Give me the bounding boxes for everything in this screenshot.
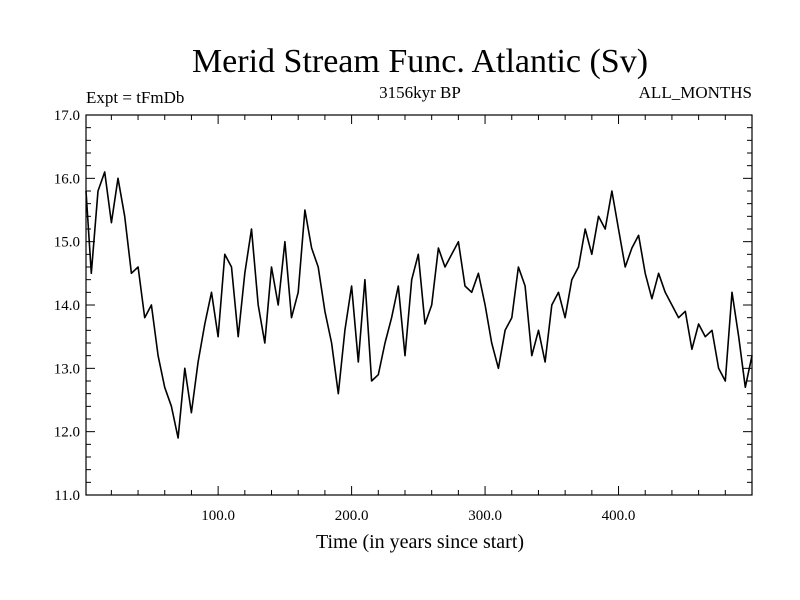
x-tick-label: 400.0	[602, 508, 636, 524]
y-tick-label: 15.0	[54, 235, 80, 251]
plot-area: 100.0 200.0 300.0 400.0 11.0 12.0 13.0 14.0 15.0…	[54, 108, 753, 524]
plot-frame	[85, 114, 753, 496]
x-tick-label: 200.0	[335, 508, 369, 524]
subtitle-center: 3156kyr BP	[379, 83, 461, 102]
y-tick-label: 12.0	[54, 425, 80, 441]
y-tick-label: 13.0	[54, 361, 80, 377]
subtitle-left: Expt = tFmDb	[86, 88, 184, 107]
y-tick-label: 16.0	[54, 171, 80, 187]
x-tick-label: 300.0	[468, 508, 502, 524]
y-tick-label: 14.0	[54, 298, 80, 314]
series-line	[85, 171, 753, 439]
x-axis-label: Time (in years since start)	[316, 531, 524, 553]
chart-title: Merid Stream Func. Atlantic (Sv)	[192, 43, 648, 80]
y-tick-label: 11.0	[54, 488, 80, 504]
subtitle-right: ALL_MONTHS	[639, 83, 752, 102]
y-tick-label: 17.0	[54, 108, 80, 124]
x-tick-label: 100.0	[201, 508, 235, 524]
